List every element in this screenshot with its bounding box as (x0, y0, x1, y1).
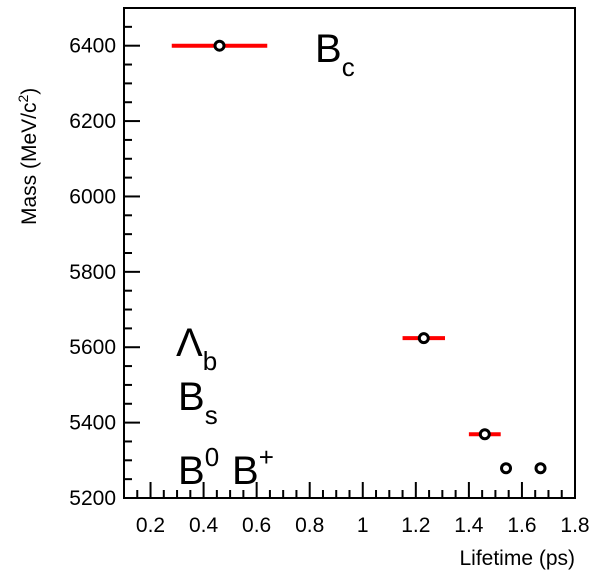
y-tick-label: 6000 (69, 185, 116, 208)
data-point (478, 428, 491, 441)
data-point (213, 39, 226, 52)
x-tick-label: 1 (357, 514, 369, 537)
y-tick-label: 5600 (69, 336, 116, 359)
x-tick-label: 1.8 (560, 514, 589, 537)
y-tick-label: 5800 (69, 261, 116, 284)
x-tick-label: 0.2 (136, 514, 165, 537)
x-tick-label: 1.2 (401, 514, 430, 537)
x-tick-label: 0.6 (242, 514, 271, 537)
data-point (417, 332, 430, 345)
label-bs: Bs (178, 375, 218, 430)
y-axis-ticks: 5200 5400 5600 5800 6000 6200 6400 (69, 7, 140, 510)
label-b0: B0 (178, 442, 219, 493)
y-axis-title-close: ) (18, 88, 41, 95)
x-tick-label: 1.6 (507, 514, 536, 537)
data-point (534, 462, 547, 475)
x-tick-label: 1.4 (454, 514, 484, 537)
y-axis-title-main: Mass (MeV/c (18, 102, 41, 225)
y-axis-title: Mass (MeV/c2) (15, 88, 41, 225)
x-tick-label: 0.8 (295, 514, 324, 537)
x-axis-ticks: 0.2 0.4 0.6 0.8 1 1.2 1.4 1.6 1.8 (123, 482, 590, 537)
label-lambda-b: Λb (176, 321, 217, 376)
y-axis-title-sup: 2 (15, 94, 31, 102)
label-bc: Bc (315, 27, 355, 82)
label-bplus: B+ (232, 442, 274, 493)
data-points (171, 39, 547, 475)
y-tick-label: 6200 (69, 110, 116, 133)
y-tick-label: 5400 (69, 412, 116, 435)
y-tick-label: 6400 (69, 35, 116, 58)
x-tick-label: 0.4 (189, 514, 219, 537)
data-point (500, 462, 513, 475)
x-axis-title: Lifetime (ps) (459, 547, 575, 570)
y-tick-label: 5200 (69, 487, 116, 510)
